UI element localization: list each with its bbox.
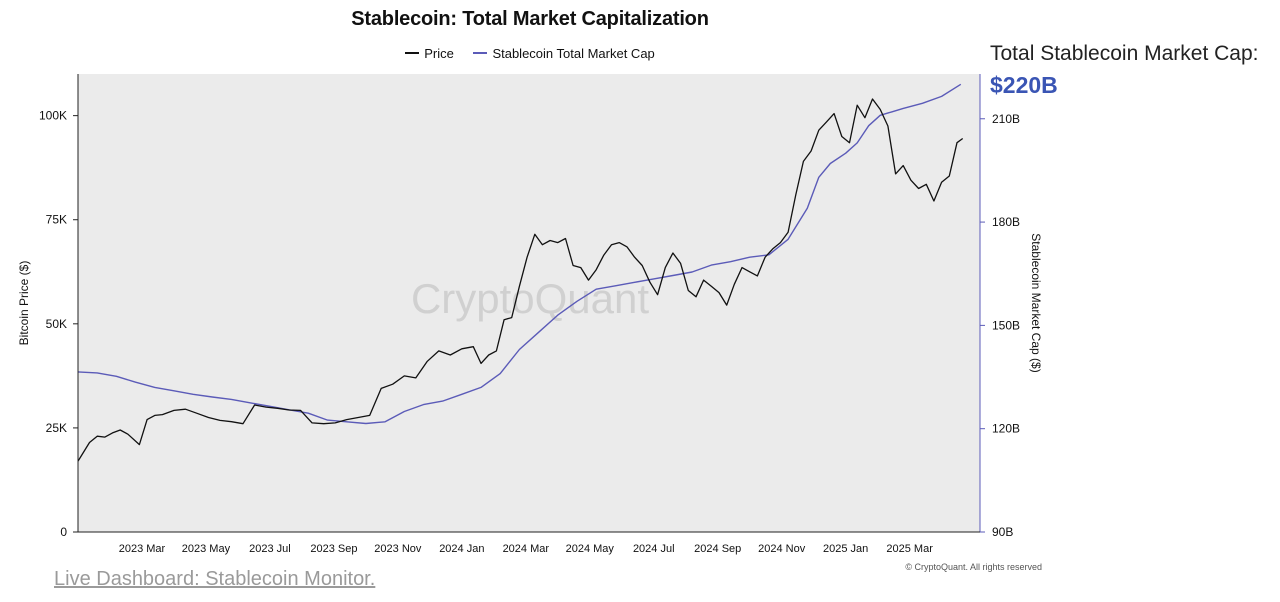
callout-label: Total Stablecoin Market Cap: — [990, 42, 1259, 65]
live-dashboard-link[interactable]: Live Dashboard: Stablecoin Monitor. — [54, 568, 376, 590]
y-right-label: Stablecoin Market Cap ($) — [1029, 233, 1043, 372]
legend-swatch-price — [405, 52, 420, 54]
copyright: © CryptoQuant. All rights reserved — [905, 562, 1042, 572]
series-layer — [77, 83, 964, 462]
callout-value: $220B — [990, 72, 1058, 98]
y-right-tick-label: 150B — [992, 318, 1020, 332]
y-right-tick-label: 180B — [992, 215, 1020, 229]
x-tick-label: 2024 Sep — [694, 543, 741, 555]
legend-swatch-stablecoin — [473, 52, 488, 54]
x-tick-label: 2024 Jul — [633, 543, 675, 555]
x-tick-label: 2024 Nov — [758, 543, 806, 555]
y-left-label: Bitcoin Price ($) — [17, 261, 31, 346]
y-left-tick-label: 0 — [60, 525, 67, 539]
legend-label-stablecoin: Stablecoin Total Market Cap — [492, 45, 655, 61]
x-tick-label: 2024 Jan — [439, 543, 484, 555]
y-right-tick-label: 90B — [992, 525, 1013, 539]
watermark: CryptoQuant — [411, 275, 649, 322]
x-tick-label: 2024 May — [566, 543, 615, 555]
x-tick-label: 2025 Jan — [823, 543, 868, 555]
chart-legend: Price Stablecoin Total Market Cap — [0, 42, 1060, 61]
x-tick-label: 2025 Mar — [886, 543, 933, 555]
x-tick-label: 2024 Mar — [503, 543, 550, 555]
y-right-tick-label: 120B — [992, 422, 1020, 436]
x-tick-label: 2023 May — [182, 543, 231, 555]
legend-label-price: Price — [424, 45, 454, 61]
series-line-stablecoin[interactable] — [77, 83, 962, 425]
left-axis: 0 25K 50K 75K 100K — [39, 109, 78, 539]
series-line-price[interactable] — [77, 98, 964, 462]
plot-area — [78, 74, 980, 532]
right-axis: 90B 120B 150B 180B 210B — [980, 112, 1020, 539]
x-tick-label: 2023 Sep — [310, 543, 357, 555]
y-left-tick-label: 75K — [46, 213, 67, 227]
y-left-tick-label: 50K — [46, 317, 67, 331]
x-tick-label: 2023 Jul — [249, 543, 291, 555]
legend-item-price[interactable]: Price — [405, 46, 454, 61]
y-left-tick-label: 25K — [46, 421, 67, 435]
x-tick-label: 2023 Mar — [119, 543, 166, 555]
chart-title: Stablecoin: Total Market Capitalization — [351, 8, 709, 30]
y-left-tick-label: 100K — [39, 109, 67, 123]
x-axis: 2023 Mar 2023 May 2023 Jul 2023 Sep 2023 Nov… — [119, 543, 933, 555]
x-tick-label: 2023 Nov — [374, 543, 422, 555]
legend-item-stablecoin[interactable]: Stablecoin Total Market Cap — [473, 45, 655, 61]
y-right-tick-label: 210B — [992, 112, 1020, 126]
